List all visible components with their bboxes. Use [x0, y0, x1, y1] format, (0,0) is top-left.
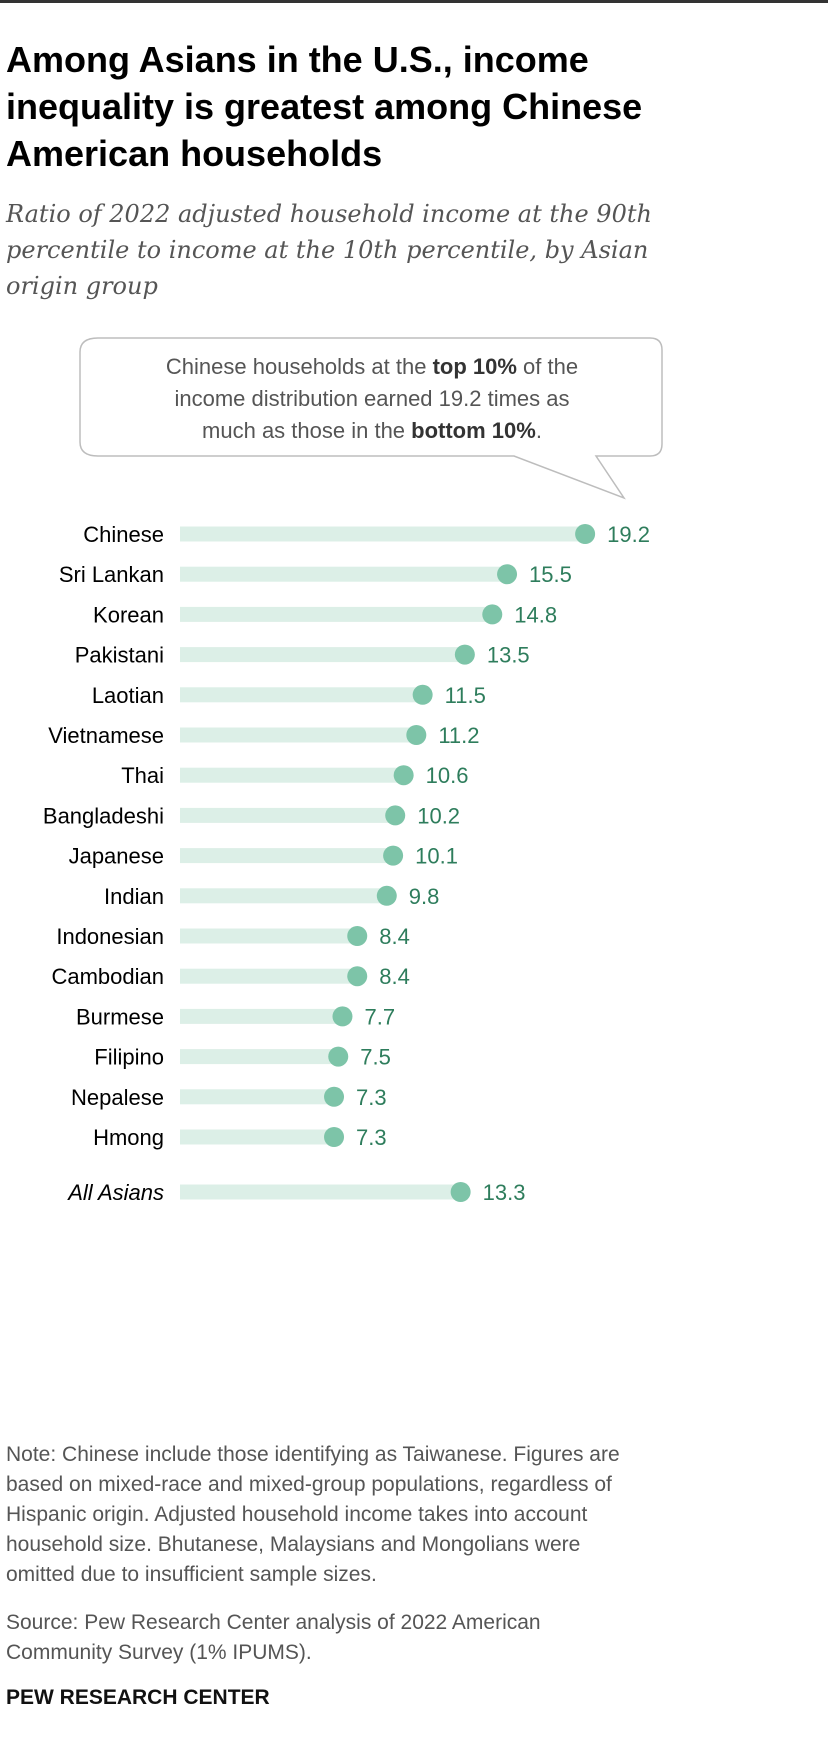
chart-note: Note: Chinese include those identifying … [6, 1440, 816, 1590]
subtitle-line: percentile to income at the 10th percent… [6, 236, 649, 264]
value-label: 9.8 [409, 884, 440, 909]
bar-track [180, 1184, 461, 1200]
subtitle-line: Ratio of 2022 adjusted household income … [6, 200, 652, 228]
bar-track [180, 1008, 343, 1024]
note-line: Note: Chinese include those identifying … [6, 1443, 620, 1466]
title-line: Among Asians in the U.S., income [6, 39, 589, 80]
source-line: Community Survey (1% IPUMS). [6, 1641, 312, 1664]
data-point [393, 765, 414, 786]
bar-track [180, 727, 417, 743]
value-label: 10.6 [426, 763, 469, 788]
value-label: 10.1 [415, 844, 458, 869]
value-label: 19.2 [607, 522, 650, 547]
value-label: 15.5 [529, 562, 572, 587]
bar-track [180, 1049, 339, 1065]
bar-track [180, 848, 394, 864]
value-label: 8.4 [379, 924, 410, 949]
callout-bubble [79, 337, 663, 500]
data-point [575, 524, 596, 544]
title-line: American households [6, 133, 383, 174]
data-point [328, 1046, 349, 1067]
value-label: 13.3 [483, 1180, 526, 1205]
value-label: 10.2 [417, 803, 460, 828]
category-label: Thai [121, 763, 164, 788]
data-point [406, 725, 427, 745]
bar-track [180, 968, 358, 984]
data-point [450, 1182, 471, 1202]
bar-track [180, 647, 465, 663]
data-point [385, 805, 406, 826]
category-label: Filipino [94, 1045, 164, 1070]
category-label: Cambodian [51, 964, 164, 989]
value-label: 11.5 [445, 683, 486, 708]
data-point [454, 644, 475, 665]
chart-marks: Chinese 19.2 Sri Lankan 15.5 Korean 14.8 Pakis… [43, 522, 650, 1205]
category-label: Pakistani [75, 643, 164, 668]
data-point [412, 684, 433, 705]
top-rule [0, 0, 828, 3]
category-label: Korean [93, 602, 164, 627]
category-label: Indonesian [56, 924, 164, 949]
bar-track [180, 1089, 335, 1105]
value-label: 13.5 [487, 643, 530, 668]
subtitle-line: origin group [6, 272, 158, 300]
chart-title: Among Asians in the U.S., income inequal… [6, 36, 806, 177]
chart-source: Source: Pew Research Center analysis of … [6, 1608, 816, 1668]
value-label: 7.7 [364, 1004, 395, 1029]
bar-track [180, 807, 396, 823]
brand-logo-text: PEW RESEARCH CENTER [6, 1686, 270, 1709]
category-label: Indian [104, 884, 164, 909]
data-point [347, 926, 368, 946]
value-label: 7.5 [360, 1045, 391, 1070]
chart-subtitle: Ratio of 2022 adjusted household income … [6, 196, 806, 304]
dot-chart: Chinese households at the top 10% of the… [43, 337, 663, 1205]
category-label: Bangladeshi [43, 803, 164, 828]
callout-line-3: much as those in the bottom 10%. [202, 418, 542, 443]
data-point [383, 845, 404, 866]
data-point [376, 885, 397, 906]
total-category-label: All Asians [66, 1180, 164, 1205]
data-point [332, 1006, 353, 1027]
note-line: omitted due to insufficient sample sizes… [6, 1563, 377, 1586]
data-point [497, 564, 518, 585]
value-label: 7.3 [356, 1125, 387, 1150]
bar-track [180, 606, 493, 622]
bar-track [180, 566, 508, 582]
value-label: 8.4 [379, 964, 410, 989]
note-line: based on mixed-race and mixed-group popu… [6, 1473, 612, 1496]
bar-track [180, 687, 423, 703]
bar-track [180, 888, 387, 904]
value-label: 11.2 [438, 723, 479, 748]
data-point [482, 604, 503, 625]
bar-track [180, 928, 358, 944]
note-line: household size. Bhutanese, Malaysians an… [6, 1533, 581, 1556]
category-label: Japanese [69, 844, 164, 869]
value-label: 14.8 [514, 602, 557, 627]
note-line: Hispanic origin. Adjusted household inco… [6, 1503, 588, 1526]
bar-track [180, 526, 586, 542]
category-label: Sri Lankan [59, 562, 164, 587]
data-point [324, 1127, 345, 1147]
bar-track [180, 1129, 335, 1145]
data-point [324, 1086, 345, 1107]
category-label: Vietnamese [48, 723, 164, 748]
value-label: 7.3 [356, 1085, 387, 1110]
source-line: Source: Pew Research Center analysis of … [6, 1611, 541, 1634]
data-point [347, 966, 368, 987]
category-label: Burmese [76, 1004, 164, 1029]
callout: Chinese households at the top 10% of the… [79, 337, 663, 500]
category-label: Laotian [92, 683, 164, 708]
title-line: inequality is greatest among Chinese [6, 86, 643, 127]
callout-line-2: income distribution earned 19.2 times as [175, 386, 570, 411]
category-label: Hmong [93, 1125, 164, 1150]
category-label: Chinese [83, 522, 164, 547]
bar-track [180, 767, 404, 783]
callout-line-1: Chinese households at the top 10% of the [166, 354, 578, 379]
category-label: Nepalese [71, 1085, 164, 1110]
